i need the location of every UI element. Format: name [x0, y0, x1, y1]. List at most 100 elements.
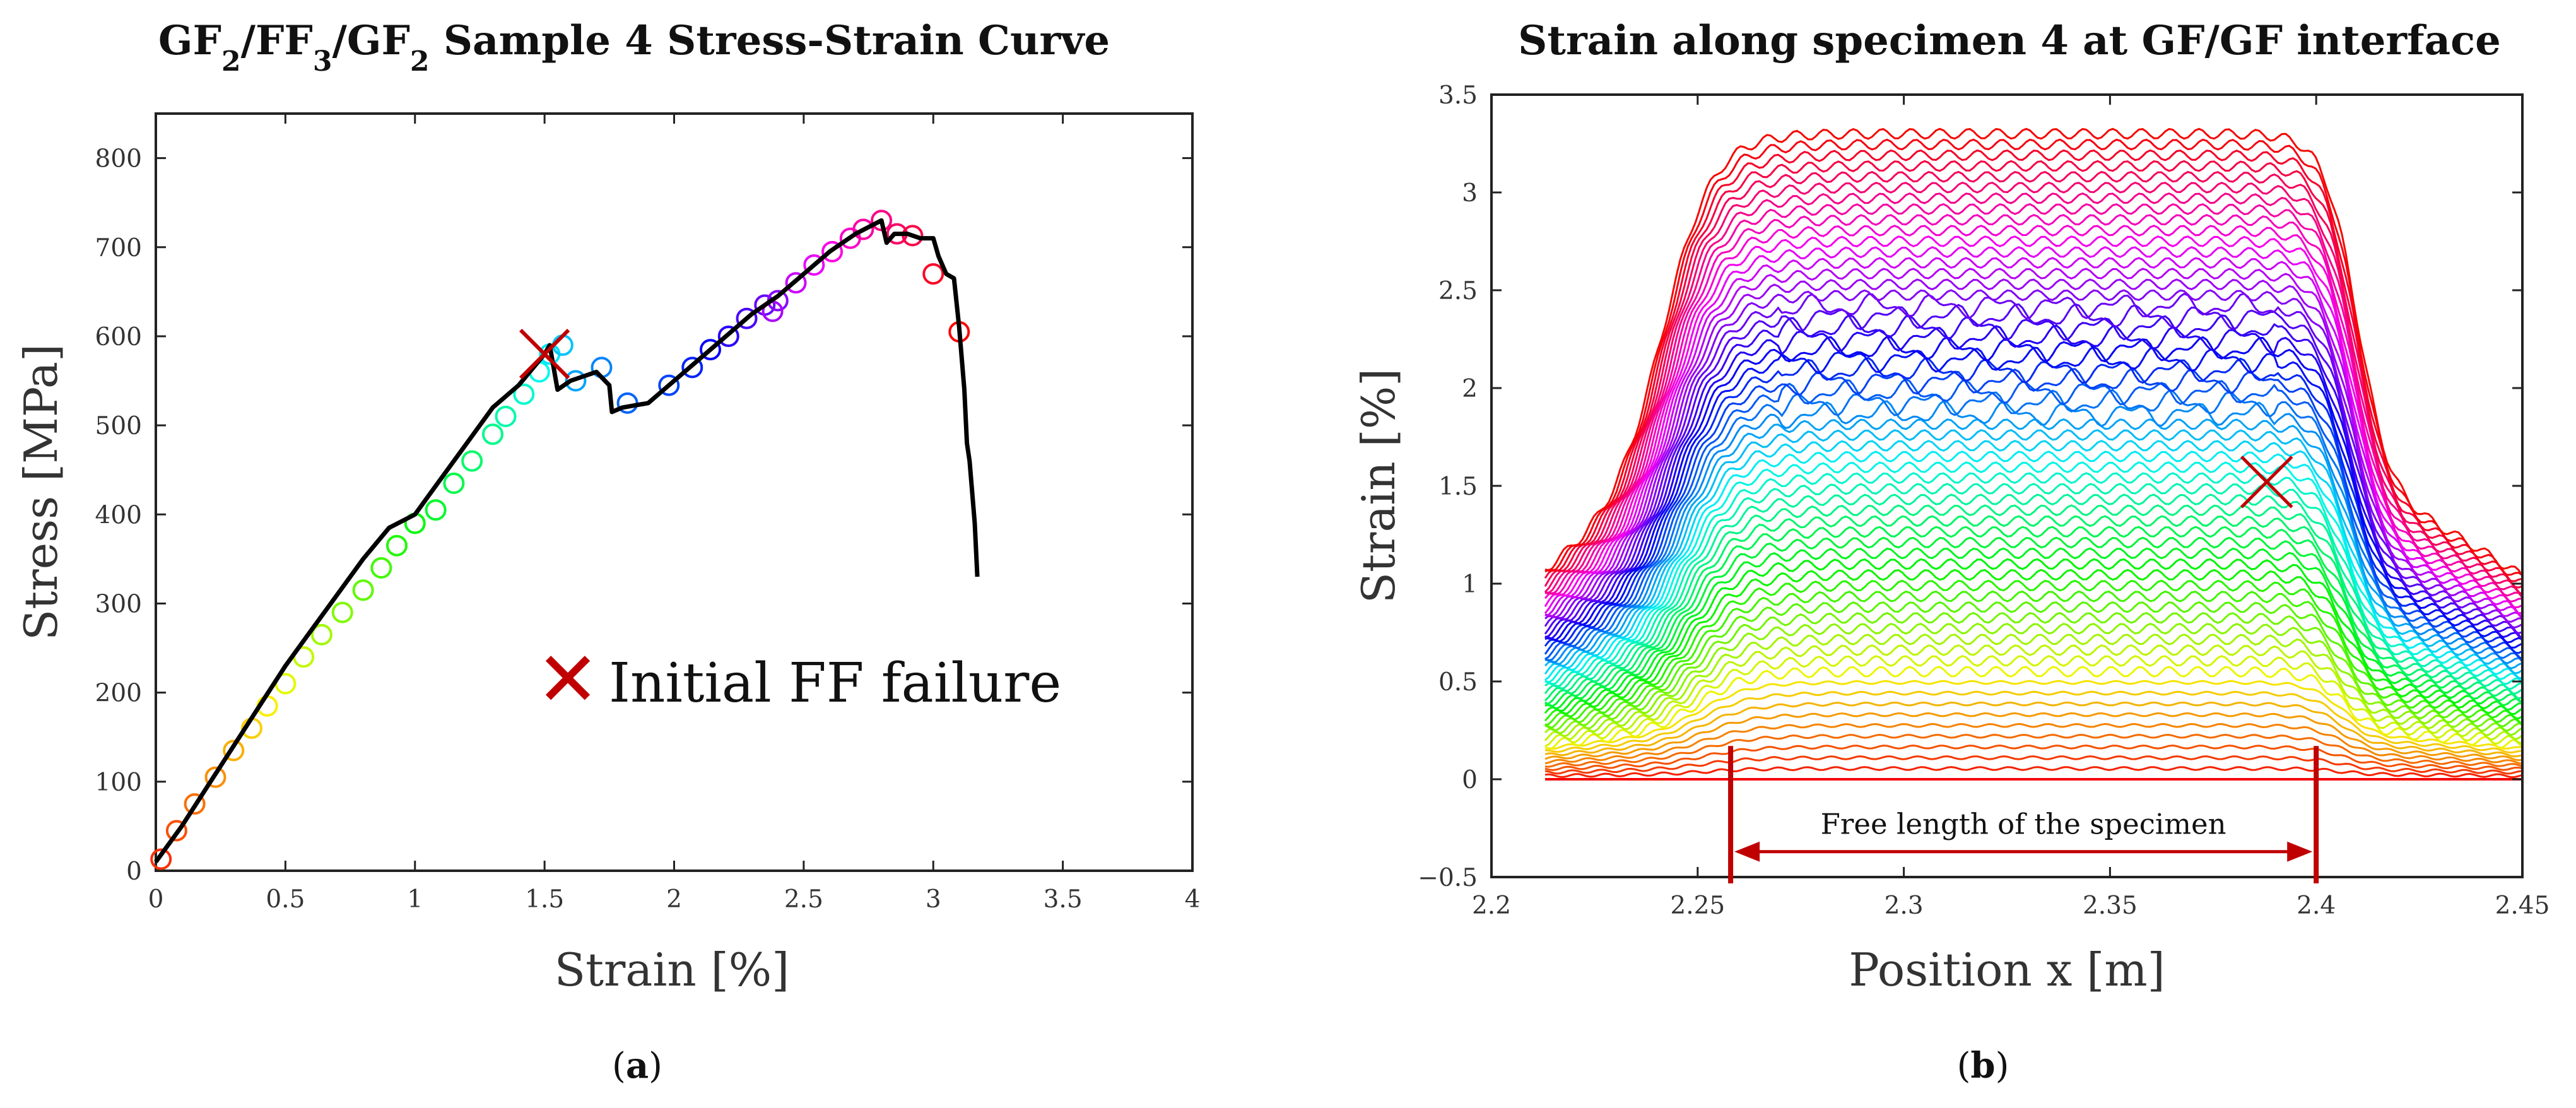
free-length-label: Free length of the specimen: [1821, 808, 2226, 841]
strain-profile-line: [1544, 483, 2522, 690]
x-tick-label: 2.25: [1670, 892, 1725, 920]
x-tick-label: 2.45: [2495, 892, 2550, 920]
x-tick-label: 2: [666, 885, 682, 914]
x-tick-label: 0.5: [266, 885, 305, 914]
x-tick-label: 1: [407, 885, 423, 914]
strain-profile-line: [1544, 579, 2522, 724]
data-marker: [565, 370, 587, 392]
strain-profile-line: [1544, 303, 2522, 640]
strain-profile-line: [1544, 399, 2522, 664]
strain-profile-line: [1544, 192, 2522, 598]
data-marker: [352, 579, 374, 601]
strain-profile-line: [1544, 712, 2522, 762]
x-tick-label: 2.5: [784, 885, 823, 914]
strain-profile-line: [1544, 536, 2522, 707]
data-marker: [717, 325, 739, 347]
y-tick-label: 0.5: [1438, 668, 1478, 697]
chart-b-free-length-annotation: Free length of the specimen: [1728, 746, 2319, 883]
data-marker: [310, 623, 332, 645]
data-marker: [513, 383, 535, 405]
strain-profile-line: [1544, 547, 2522, 711]
chart-b-y-label: Strain [%]: [1352, 368, 1405, 603]
strain-profile-line: [1544, 461, 2522, 683]
y-tick-label: 1: [1462, 570, 1478, 599]
data-marker: [204, 766, 226, 788]
panel-label-a: (a): [612, 1045, 662, 1087]
strain-profile-line: [1544, 680, 2522, 750]
y-tick-label: 100: [95, 769, 142, 797]
x-tick-label: 4: [1185, 885, 1201, 914]
panel-label-b: (b): [1957, 1045, 2009, 1087]
y-tick-label: 1.5: [1438, 473, 1478, 501]
y-tick-label: 3.5: [1438, 81, 1478, 110]
strain-profile-line: [1544, 472, 2522, 686]
data-marker: [184, 793, 206, 815]
data-marker: [922, 263, 944, 285]
strain-profile-line: [1544, 633, 2522, 740]
free-length-arrowhead-right: [2287, 841, 2313, 862]
strain-profile-line: [1544, 181, 2522, 599]
strain-profile-line: [1544, 324, 2522, 640]
strain-profile-line: [1544, 214, 2522, 603]
y-tick-label: 2: [1462, 375, 1478, 403]
data-marker: [785, 272, 807, 294]
strain-profile-line: [1544, 655, 2522, 748]
failure-cross-stroke: [2240, 456, 2293, 509]
x-tick-label: 3: [926, 885, 941, 914]
strain-profile-line: [1544, 418, 2522, 669]
strain-profile-line: [1544, 268, 2522, 619]
y-tick-label: 800: [95, 145, 142, 174]
y-tick-label: 3: [1462, 179, 1478, 208]
strain-profile-line: [1544, 257, 2522, 620]
y-tick-label: 300: [95, 590, 142, 618]
strain-profile-line: [1544, 744, 2522, 772]
strain-profile-line: [1544, 170, 2522, 595]
failure-cross-stroke: [519, 329, 570, 380]
y-tick-label: −0.5: [1418, 864, 1478, 892]
chart-b-x-ticks: 2.2 2.25 2.3 2.35 2.4 2.45: [1472, 95, 2550, 920]
free-length-arrowhead-left: [1734, 841, 1760, 862]
chart-a-title: GF2/FF3/GF2 Sample 4 Stress-Strain Curve: [158, 17, 1110, 78]
strain-profile-line: [1544, 526, 2522, 705]
chart-a-x-label: Strain [%]: [555, 943, 789, 996]
x-tick-label: 3.5: [1044, 885, 1083, 914]
x-tick-label: 2.3: [1885, 892, 1924, 920]
strain-profile-line: [1544, 378, 2522, 663]
strain-profile-line: [1544, 235, 2522, 615]
data-marker: [165, 820, 187, 842]
strain-profile-line: [1544, 515, 2522, 704]
strain-profile-line: [1544, 666, 2522, 750]
x-tick-label: 0: [148, 885, 164, 914]
strain-profile-line: [1544, 367, 2522, 659]
strain-profile-line: [1544, 601, 2522, 729]
strain-profile-line: [1544, 766, 2522, 779]
chart-a-series-line: [154, 218, 980, 863]
strain-profile-line: [1544, 590, 2522, 726]
chart-b-axes-box: [1490, 93, 2524, 878]
data-marker: [370, 557, 392, 579]
chart-b: Strain along specimen 4 at GF/GF interfa…: [1352, 17, 2550, 1087]
chart-b-plot-area: 2.2 2.25 2.3 2.35 2.4 2.45 −0.5 0 0.5 1 1.5 2 2.5 3 3…: [1418, 81, 2550, 920]
data-marker: [852, 218, 874, 240]
chart-a-plot-area: 0 0.5 1 1.5 2 2.5 3 3.5 4 0 100 200 300 400 500 600 700…: [95, 112, 1201, 914]
chart-a-failure-marker: [519, 329, 570, 380]
strain-profile-line: [1544, 389, 2522, 662]
y-tick-label: 500: [95, 412, 142, 440]
strain-profile-line: [1544, 440, 2522, 680]
chart-b-x-label: Position x [m]: [1849, 943, 2165, 996]
chart-b-profiles: [1544, 127, 2522, 781]
strain-profile-line: [1544, 278, 2522, 623]
strain-profile-line: [1544, 504, 2522, 700]
x-tick-label: 2.4: [2297, 892, 2336, 920]
x-tick-label: 2.2: [1472, 892, 1511, 920]
data-marker: [385, 534, 408, 557]
chart-a-axes-box: [155, 112, 1194, 872]
strain-profile-line: [1544, 755, 2522, 775]
data-marker: [481, 423, 503, 445]
legend-failure-symbol: ✕: [536, 636, 600, 724]
chart-a-markers: [150, 209, 970, 870]
y-tick-label: 2.5: [1438, 277, 1478, 305]
chart-b-failure-marker: [2240, 456, 2293, 509]
data-marker: [331, 601, 353, 623]
